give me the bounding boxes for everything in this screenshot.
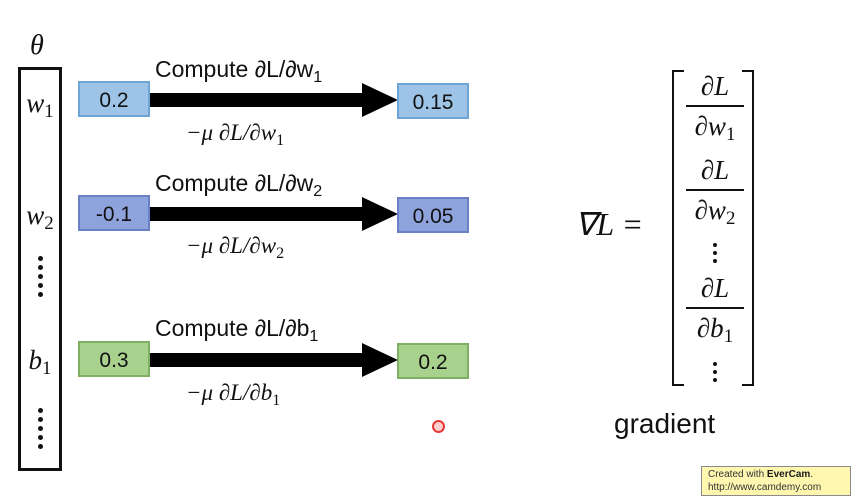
step-label-w1-sub: 1 (276, 131, 285, 149)
gradient-entry-w2-sub: 2 (725, 208, 736, 230)
fraction-bar (686, 307, 744, 309)
fraction-bar (686, 105, 744, 107)
update-arrow-w2 (150, 197, 398, 231)
step-label-w2-text: −μ ∂L/∂w (186, 233, 277, 258)
gradient-entry-w2-den-wrap: ∂w2 (680, 192, 750, 232)
param-w2-symbol: w (26, 200, 45, 230)
compute-label-b1: Compute ∂L/∂b1 (155, 315, 319, 345)
initial-value-b1: 0.3 (78, 341, 150, 377)
updated-value-b1: 0.2 (397, 343, 469, 379)
param-vdots-2 (38, 408, 44, 453)
gradient-entry-b1: ∂L ∂b1 (680, 270, 750, 350)
watermark-url[interactable]: http://www.camdemy.com (708, 482, 822, 493)
gradient-entry-w2-den: ∂w (694, 195, 726, 225)
step-label-b1-sub: 1 (272, 391, 281, 409)
gradient-caption: gradient (614, 408, 716, 439)
initial-value-w1: 0.2 (78, 81, 150, 117)
compute-label-w2: Compute ∂L/∂w2 (155, 170, 323, 200)
update-arrow-w1 (150, 83, 398, 117)
param-b1-symbol: b (28, 345, 43, 375)
gradient-entry-b1-den-wrap: ∂b1 (680, 310, 750, 350)
compute-label-w2-sub: 2 (313, 181, 323, 200)
step-label-w2-sub: 2 (276, 244, 285, 262)
compute-label-w1-text: Compute ∂L/∂w (155, 56, 314, 82)
compute-label-b1-sub: 1 (309, 326, 319, 345)
updated-value-w2: 0.05 (397, 197, 469, 233)
step-label-b1-text: −μ ∂L/∂b (186, 380, 273, 405)
cursor-indicator (432, 420, 445, 433)
watermark-suffix: . (810, 469, 814, 480)
gradient-entry-w1-den-wrap: ∂w1 (680, 108, 750, 148)
compute-label-w2-text: Compute ∂L/∂w (155, 170, 314, 196)
param-w1-symbol: w (26, 88, 45, 118)
param-b1-sub: 1 (42, 358, 52, 380)
step-label-w1: −μ ∂L/∂w1 (186, 120, 285, 149)
gradient-entry-w2: ∂L ∂w2 (680, 152, 750, 232)
gradient-symbol: ∇L = (575, 206, 644, 242)
gradient-entry-b1-den: ∂b (696, 313, 724, 343)
gradient-bracket-left (672, 70, 684, 386)
param-vdots-1 (38, 256, 44, 301)
param-w2-sub: 2 (44, 213, 54, 235)
initial-value-w2: -0.1 (78, 195, 150, 231)
step-label-b1: −μ ∂L/∂b1 (186, 380, 281, 409)
fraction-bar (686, 189, 744, 191)
parameter-vector-bracket (18, 67, 62, 471)
compute-label-w1: Compute ∂L/∂w1 (155, 56, 323, 86)
gradient-bracket-right (742, 70, 754, 386)
gradient-vdots-2 (713, 362, 717, 386)
gradient-entry-b1-num: ∂L (700, 273, 730, 303)
step-label-w2: −μ ∂L/∂w2 (186, 233, 285, 262)
compute-label-w1-sub: 1 (313, 67, 323, 86)
gradient-entry-w2-num: ∂L (700, 155, 730, 185)
watermark-brand: EverCam (766, 469, 811, 480)
gradient-entry-w1: ∂L ∂w1 (680, 68, 750, 148)
param-w2: w2 (14, 200, 66, 235)
gradient-entry-b1-sub: 1 (723, 326, 734, 348)
gradient-vdots-1 (713, 243, 717, 267)
gradient-entry-w1-num: ∂L (700, 71, 730, 101)
watermark-prefix: Created with (708, 469, 767, 480)
step-label-w1-text: −μ ∂L/∂w (186, 120, 277, 145)
updated-value-w1: 0.15 (397, 83, 469, 119)
gradient-entry-w1-den: ∂w (694, 111, 726, 141)
theta-label: θ (30, 30, 44, 61)
evercam-watermark[interactable]: Created with EverCam. http://www.camdemy… (701, 466, 851, 496)
param-w1: w1 (14, 88, 66, 123)
compute-label-b1-text: Compute ∂L/∂b (155, 315, 310, 341)
update-arrow-b1 (150, 343, 398, 377)
param-w1-sub: 1 (44, 101, 54, 123)
watermark-line1: Created with EverCam. (708, 468, 844, 481)
gradient-entry-w1-sub: 1 (725, 124, 736, 146)
param-b1: b1 (14, 345, 66, 380)
